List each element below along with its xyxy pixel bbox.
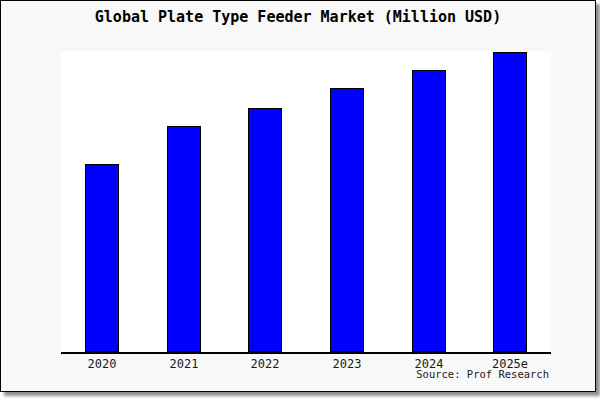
bar-2020 bbox=[85, 164, 119, 352]
bar-2023 bbox=[330, 88, 364, 352]
x-tick-label-2022: 2022 bbox=[251, 357, 280, 371]
x-tick-label-2020: 2020 bbox=[88, 357, 117, 371]
bar-2022 bbox=[248, 108, 282, 352]
x-tick-label-2021: 2021 bbox=[170, 357, 199, 371]
source-label: Source: Prof Research bbox=[416, 368, 549, 380]
plot-area bbox=[61, 51, 551, 354]
chart-frame: Global Plate Type Feeder Market (Million… bbox=[0, 0, 596, 392]
bar-2024 bbox=[412, 70, 446, 352]
chart-title: Global Plate Type Feeder Market (Million… bbox=[1, 8, 595, 26]
bar-2021 bbox=[167, 126, 201, 352]
x-tick-label-2023: 2023 bbox=[333, 357, 362, 371]
bar-2025e bbox=[493, 52, 527, 352]
